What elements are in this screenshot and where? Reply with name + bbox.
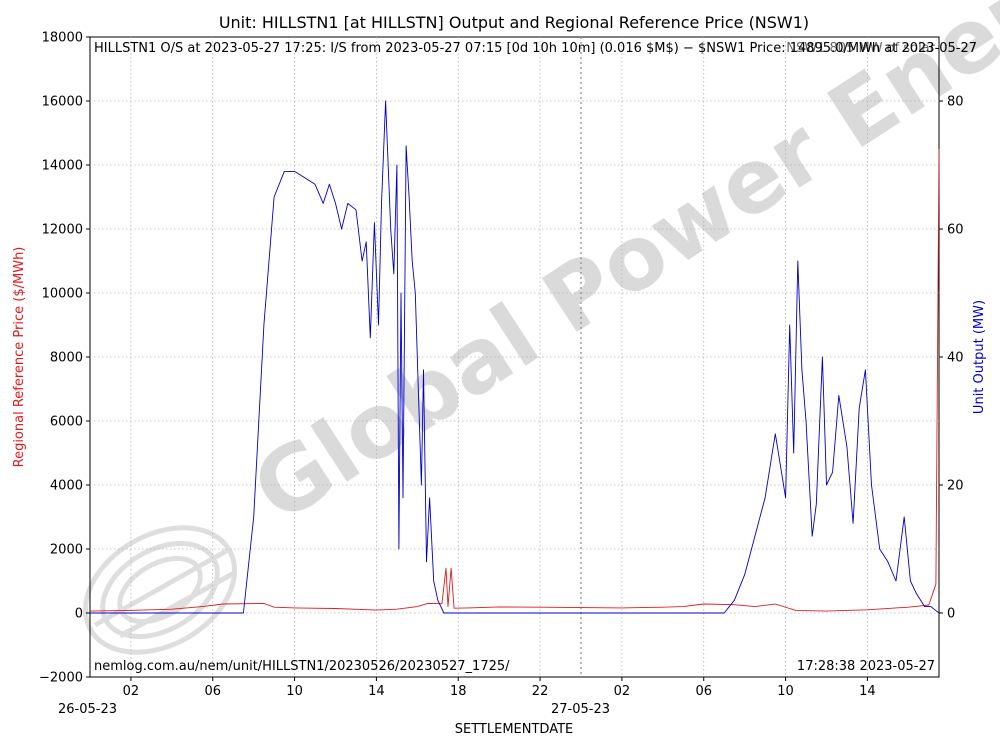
watermark-globe-icon — [82, 525, 238, 655]
x-tick-label: 14 — [859, 684, 876, 699]
annotation-bottom-left: nemlog.com.au/nem/unit/HILLSTN1/20230526… — [94, 659, 510, 674]
left-y-tick-label: 6000 — [50, 415, 83, 430]
left-y-tick-label: 2000 — [50, 543, 83, 558]
annotation-top-right: NSW1 805 MW of solar — [786, 41, 935, 56]
right-y-tick-label: 0 — [947, 607, 955, 622]
x-tick-label: 10 — [286, 684, 303, 699]
left-y-tick-label: 8000 — [50, 351, 83, 366]
left-y-tick-label: −2000 — [39, 671, 83, 686]
left-y-tick-label: 18000 — [42, 31, 83, 46]
right-y-axis-ticks: 0 20 40 60 80 — [939, 95, 964, 622]
chart-title: Unit: HILLSTN1 [at HILLSTN] Output and R… — [219, 13, 809, 32]
grid-lines — [90, 37, 939, 677]
left-y-axis-ticks: −2000 0 2000 4000 6000 8000 10000 12000 14000 160… — [39, 31, 90, 686]
left-y-tick-label: 0 — [75, 607, 83, 622]
left-y-tick-label: 14000 — [42, 159, 83, 174]
price-series-line — [89, 148, 940, 612]
left-y-tick-label: 12000 — [42, 223, 83, 238]
watermark: Global Power Energy — [82, 0, 1000, 655]
watermark-text: Global Power Energy — [235, 0, 1000, 543]
x-date-label: 26-05-23 — [58, 702, 117, 717]
x-tick-label: 14 — [368, 684, 385, 699]
x-axis-ticks: 02 06 10 14 18 22 02 06 10 14 26-05-23 27-05-23 — [58, 677, 876, 717]
x-tick-label: 10 — [777, 684, 794, 699]
x-date-label: 27-05-23 — [551, 702, 610, 717]
output-series-line — [90, 100, 940, 614]
x-tick-label: 18 — [450, 684, 467, 699]
x-tick-label: 06 — [695, 684, 712, 699]
left-y-axis-label: Regional Reference Price ($/MWh) — [12, 247, 27, 468]
x-tick-label: 06 — [204, 684, 221, 699]
x-axis-label: SETTLEMENTDATE — [455, 722, 574, 737]
left-y-tick-label: 10000 — [42, 287, 83, 302]
annotation-bottom-right: 17:28:38 2023-05-27 — [797, 659, 935, 674]
right-y-tick-label: 60 — [947, 223, 964, 238]
annotation-top-left: HILLSTN1 O/S at 2023-05-27 17:25: I/S fr… — [94, 41, 977, 56]
right-y-tick-label: 20 — [947, 479, 964, 494]
x-tick-label: 22 — [532, 684, 549, 699]
left-y-tick-label: 16000 — [42, 95, 83, 110]
right-y-axis-label: Unit Output (MW) — [972, 300, 987, 414]
x-tick-label: 02 — [123, 684, 140, 699]
right-y-tick-label: 80 — [947, 95, 964, 110]
left-y-tick-label: 4000 — [50, 479, 83, 494]
right-y-tick-label: 40 — [947, 351, 964, 366]
x-tick-label: 02 — [614, 684, 631, 699]
series-group — [89, 100, 940, 614]
